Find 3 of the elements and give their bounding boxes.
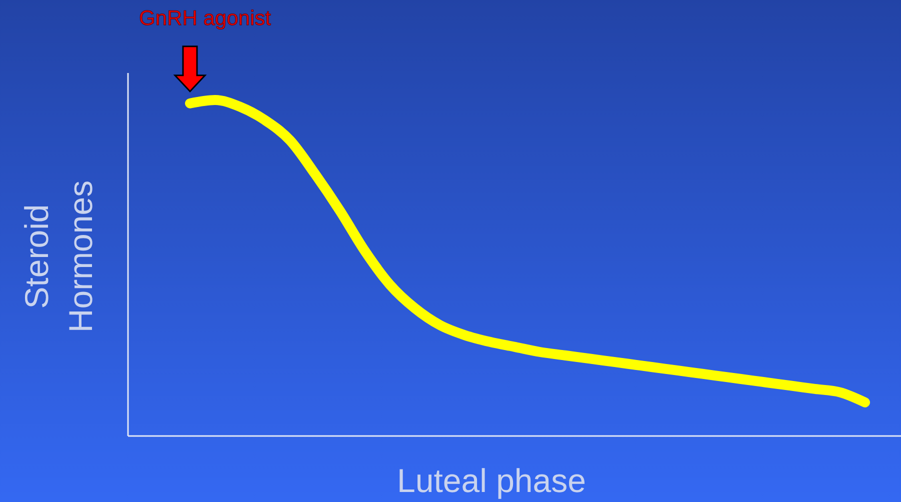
text: GnRH agonist	[139, 7, 272, 30]
x-axis-title: Luteal phase	[397, 462, 586, 499]
y-axis-title: Steroid Hormones	[18, 180, 99, 333]
